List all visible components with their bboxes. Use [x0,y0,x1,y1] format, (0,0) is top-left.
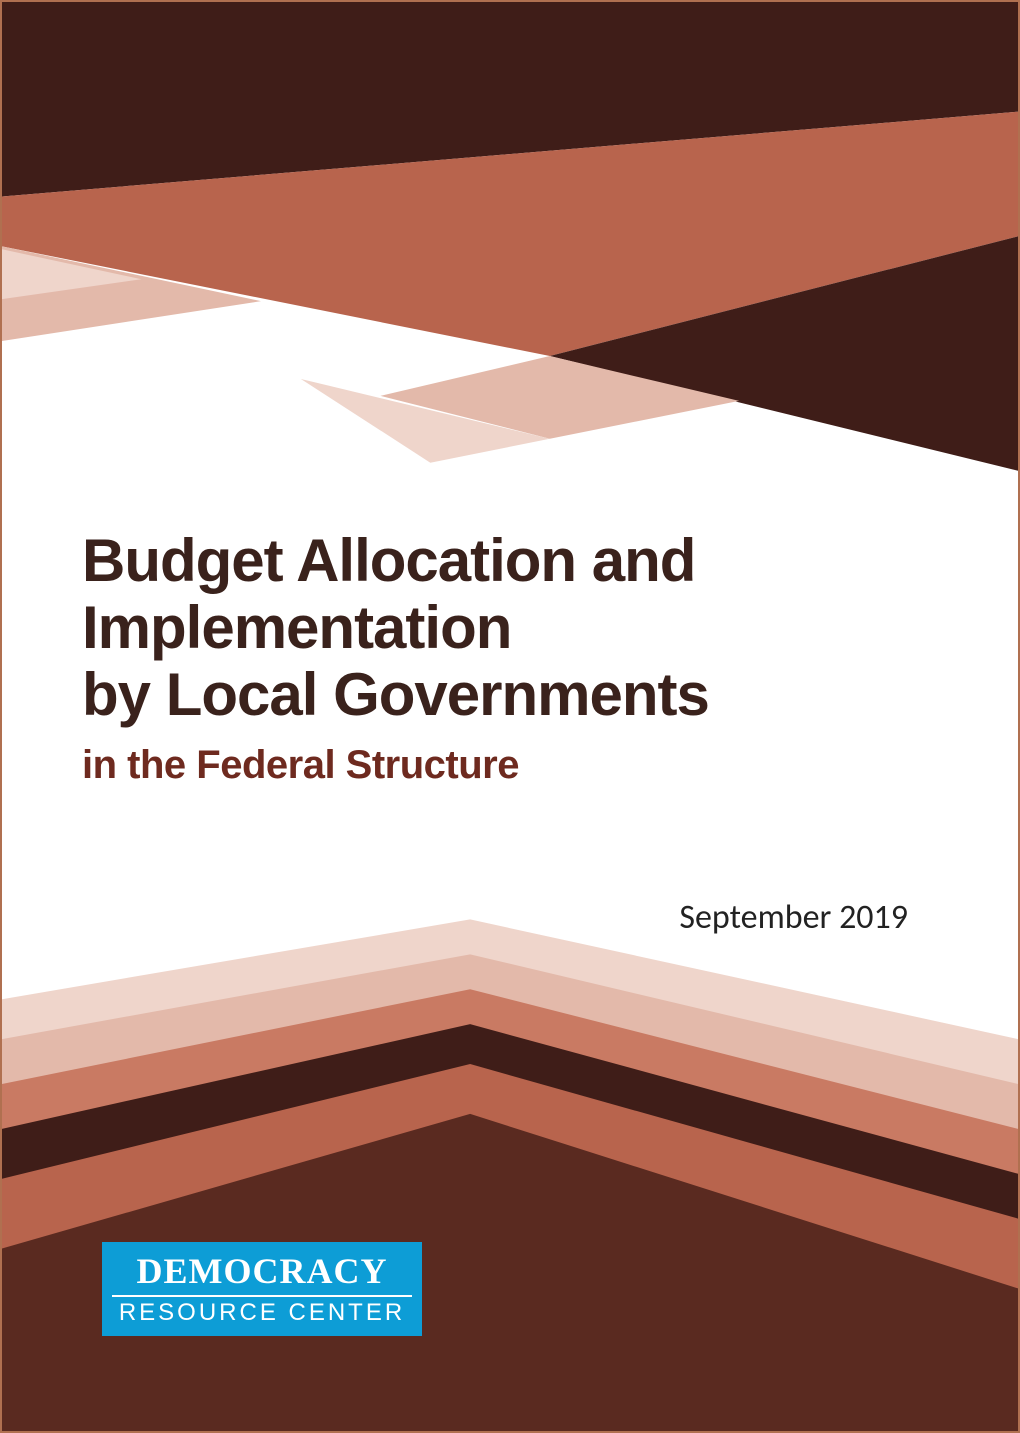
title-line1: Budget Allocation and Implementation [82,527,695,661]
report-subtitle: in the Federal Structure [82,743,958,788]
title-block: Budget Allocation and Implementation by … [82,527,958,788]
publication-date: September 2019 [679,897,908,938]
logo-text-top: DEMOCRACY [137,1253,388,1289]
cover-page: Budget Allocation and Implementation by … [0,0,1020,1433]
publisher-logo: DEMOCRACY RESOURCE CENTER [102,1242,422,1336]
logo-divider [112,1295,412,1297]
logo-text-bottom: RESOURCE CENTER [119,1301,405,1325]
report-title: Budget Allocation and Implementation by … [82,527,958,729]
title-line2: by Local Governments [82,661,709,728]
